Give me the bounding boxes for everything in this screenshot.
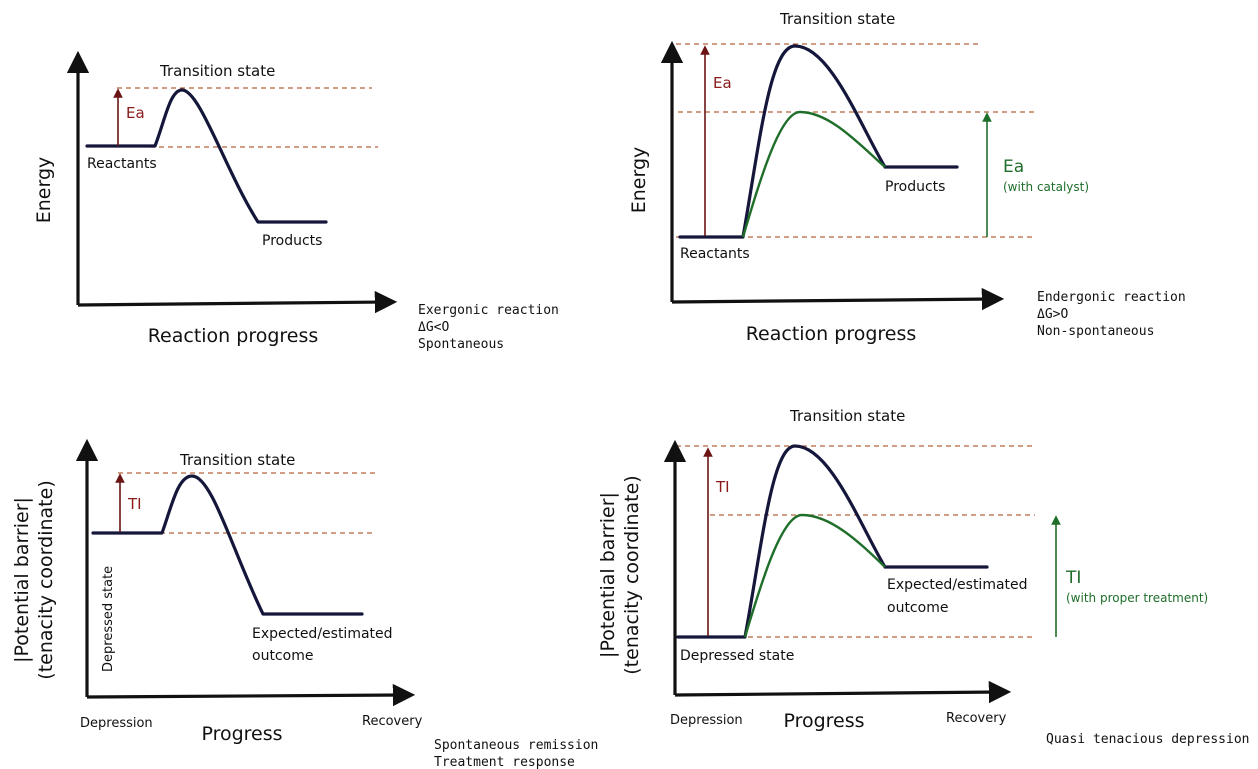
- energy-curve: [678, 44, 959, 239]
- outcome-label-line-2: outcome: [887, 600, 948, 616]
- treatment-ti-label: TI: [1065, 568, 1081, 588]
- y-axis-title-line-1: |Potential barrier|: [597, 492, 619, 658]
- potential-curve: [91, 474, 364, 616]
- outcome-label-line-1: Expected/estimated: [252, 626, 393, 642]
- catalyst-note: (with catalyst): [1003, 180, 1089, 194]
- ti-label: TI: [127, 495, 142, 513]
- panel-quasi-tenacious: TI TI (with proper treatment) Transition…: [597, 407, 1250, 747]
- energy-curve: [85, 88, 328, 224]
- potential-curve: [676, 444, 989, 639]
- note-line-3: Spontaneous: [418, 337, 504, 352]
- note-line-1: Quasi tenacious depression: [1046, 732, 1250, 747]
- y-axis-title-line-2: (tenacity coordinate): [621, 475, 643, 674]
- y-axis-title-line-2: (tenacity coordinate): [35, 480, 57, 679]
- panel-exergonic: Ea Transition state Reactants Products E…: [33, 50, 559, 352]
- x-axis-title: Reaction progress: [148, 325, 319, 347]
- x-end-label: Recovery: [362, 714, 423, 729]
- treatment-curve: [743, 513, 886, 638]
- x-axis-title: Progress: [201, 723, 282, 745]
- note-line-3: Non-spontaneous: [1037, 324, 1154, 339]
- reactants-label: Reactants: [680, 246, 750, 262]
- note-line-1: Spontaneous remission: [434, 738, 598, 753]
- x-axis-title: Progress: [783, 710, 864, 732]
- transition-state-label: Transition state: [159, 62, 275, 80]
- depressed-state-label: Depressed state: [680, 648, 794, 664]
- x-start-label: Depression: [80, 716, 153, 731]
- ti-label: TI: [715, 478, 730, 496]
- transition-state-label: Transition state: [779, 10, 895, 28]
- note-line-2: ΔG>O: [1037, 307, 1068, 322]
- y-axis-title: Energy: [33, 157, 55, 224]
- y-axis-title: Energy: [628, 147, 650, 214]
- products-label: Products: [885, 179, 945, 195]
- x-axis: [674, 680, 1012, 704]
- x-axis: [671, 287, 1005, 311]
- treatment-note: (with proper treatment): [1066, 591, 1208, 605]
- x-axis: [86, 683, 416, 707]
- note-line-1: Exergonic reaction: [418, 303, 559, 318]
- catalyst-ea-label: Ea: [1003, 157, 1024, 177]
- panel-spontaneous-remission: TI Transition state Depressed state Expe…: [11, 438, 598, 769]
- transition-state-label: Transition state: [789, 407, 905, 425]
- ea-label: Ea: [126, 104, 145, 122]
- x-axis: [77, 290, 398, 314]
- depressed-state-label: Depressed state: [101, 566, 116, 672]
- products-label: Products: [262, 233, 322, 249]
- y-axis-title-line-1: |Potential barrier|: [11, 497, 33, 663]
- outcome-label-line-1: Expected/estimated: [887, 577, 1028, 593]
- x-end-label: Recovery: [946, 711, 1007, 726]
- x-start-label: Depression: [670, 713, 743, 728]
- panel-endergonic: Ea Ea (with catalyst) Transition state R…: [628, 10, 1186, 345]
- reactants-label: Reactants: [87, 156, 157, 172]
- note-line-1: Endergonic reaction: [1037, 290, 1186, 305]
- catalyst-curve: [741, 110, 886, 238]
- x-axis-title: Reaction progress: [746, 323, 917, 345]
- note-line-2: ΔG<O: [418, 320, 449, 335]
- note-line-2: Treatment response: [434, 755, 575, 769]
- transition-state-label: Transition state: [179, 451, 295, 469]
- outcome-label-line-2: outcome: [252, 648, 313, 664]
- ea-label: Ea: [713, 74, 732, 92]
